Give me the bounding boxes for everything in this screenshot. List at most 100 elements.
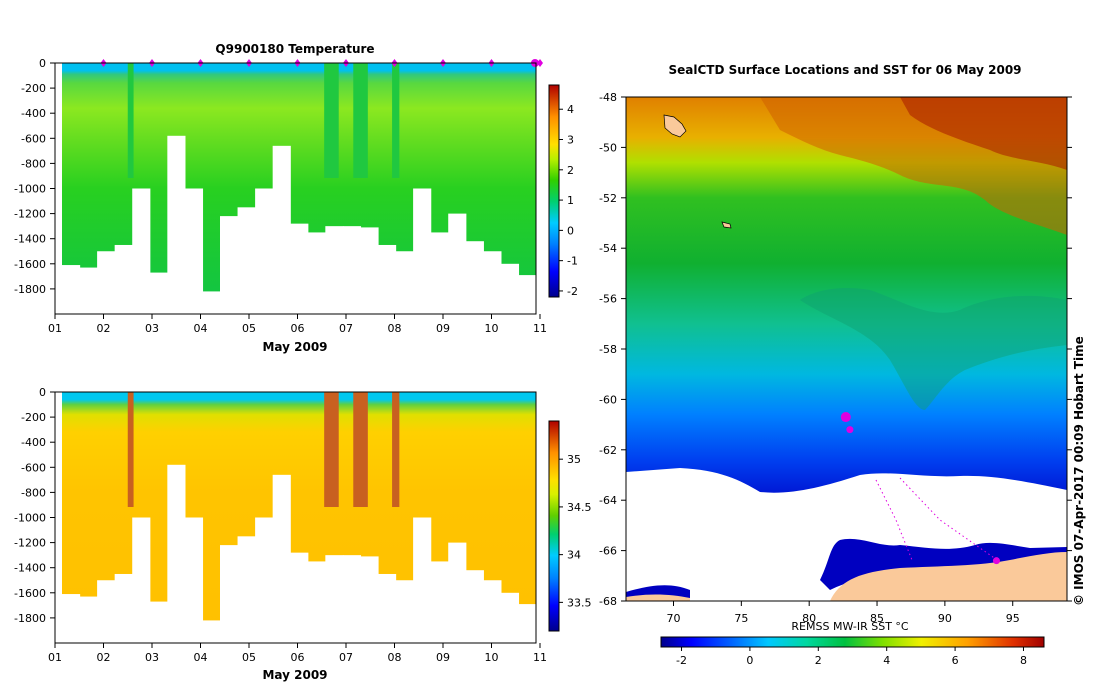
- salinity-xtick-label: 05: [242, 651, 256, 664]
- temperature-profile-gap: [62, 265, 81, 314]
- salinity-xlabel: May 2009: [262, 668, 327, 682]
- temperature-profile-gap: [202, 291, 221, 314]
- temperature-profile-gap: [79, 267, 98, 314]
- temperature-title: Q9900180 Temperature: [215, 42, 374, 56]
- temperature-profile-gap: [342, 226, 362, 314]
- map-xtick-label: 70: [666, 612, 680, 625]
- salinity-profile-gap: [465, 570, 484, 643]
- salinity-ytick-label: -600: [21, 461, 46, 474]
- hot-water-core: [900, 97, 1067, 170]
- salinity-xtick-label: 10: [485, 651, 499, 664]
- salinity-notch: [127, 392, 134, 507]
- temperature-xtick-label: 06: [291, 322, 305, 335]
- sst-cb-label: 0: [746, 654, 753, 667]
- temperature-xtick-label: 10: [485, 322, 499, 335]
- salinity-colorbar: [548, 420, 560, 632]
- temperature-xtick-label: 02: [97, 322, 111, 335]
- salinity-ytick-label: -1800: [14, 612, 46, 625]
- temperature-profile-gap: [220, 216, 239, 314]
- salinity-xtick-label: 07: [339, 651, 353, 664]
- sst-map-y-ticks: -48 -50 -52 -54 -56 -58 -60 -62 -64 -66 -68: [599, 91, 1072, 608]
- temperature-cb-label: -2: [567, 285, 578, 298]
- seal-track-east: [899, 477, 1001, 563]
- temperature-profile-gap: [413, 188, 432, 314]
- salinity-xtick-label: 03: [145, 651, 159, 664]
- salinity-xtick-label: 08: [388, 651, 402, 664]
- salinity-profile-gap: [307, 561, 326, 643]
- salinity-profile-gap: [448, 542, 467, 643]
- temperature-profile-gap: [290, 223, 309, 314]
- salinity-profile-gap: [255, 517, 274, 643]
- map-ytick-label: -52: [599, 192, 617, 205]
- profile-marker: [537, 59, 543, 67]
- temperature-profile-gap: [430, 232, 449, 314]
- salinity-profile-gap: [202, 620, 221, 643]
- salinity-profile-gap: [272, 474, 291, 643]
- temperature-xtick-label: 11: [533, 322, 547, 335]
- salinity-ytick-label: -800: [21, 486, 46, 499]
- island-heard: [721, 221, 732, 229]
- temperature-profile-gap: [255, 188, 274, 314]
- sst-cb-label: 6: [952, 654, 959, 667]
- temperature-ytick-label: 0: [39, 57, 46, 70]
- salinity-notches: [127, 392, 400, 507]
- salinity-panel: 0 -200 -400 -600 -800 -1000 -1200 -1400 -1600 -18…: [14, 386, 591, 682]
- salinity-notch: [392, 392, 400, 507]
- salinity-colorbar-ticks: 35 34.5 34 33.5: [559, 453, 592, 609]
- map-ytick-label: -54: [599, 242, 617, 255]
- sst-colorbar-ticks: -2 0 2 4 6 8: [676, 647, 1027, 667]
- salinity-profile-gap: [237, 536, 256, 643]
- antarctic-landmass-west: [626, 594, 690, 601]
- salinity-ytick-label: -1000: [14, 512, 46, 525]
- salinity-ytick-label: 0: [39, 386, 46, 399]
- temperature-notch: [324, 63, 339, 178]
- temperature-profile-gap: [378, 244, 397, 314]
- map-xtick-label: 90: [938, 612, 952, 625]
- temperature-ytick-label: -800: [21, 157, 46, 170]
- temperature-profile-gap: [360, 227, 379, 314]
- temperature-xtick-label: 03: [145, 322, 159, 335]
- salinity-profile-gap: [114, 573, 133, 643]
- salinity-xtick-label: 09: [436, 651, 450, 664]
- temperature-xtick-label: 09: [436, 322, 450, 335]
- map-ytick-label: -68: [599, 595, 617, 608]
- salinity-field: [62, 392, 536, 643]
- salinity-xtick-label: 01: [48, 651, 62, 664]
- temperature-cb-label: 4: [567, 103, 574, 116]
- map-ytick-label: -50: [599, 141, 617, 154]
- temperature-cb-label: 1: [567, 194, 574, 207]
- temperature-xlabel: May 2009: [262, 340, 327, 354]
- temperature-ytick-label: -1600: [14, 258, 46, 271]
- map-ytick-label: -66: [599, 545, 617, 558]
- temperature-cb-label: 2: [567, 164, 574, 177]
- temperature-ytick-label: -1000: [14, 183, 46, 196]
- map-xtick-label: 85: [870, 612, 884, 625]
- salinity-cb-label: 33.5: [567, 596, 592, 609]
- temperature-profile-gap: [500, 263, 520, 314]
- temperature-profile-gap: [114, 244, 133, 314]
- temperature-profile-gap: [184, 188, 204, 314]
- temperature-ytick-label: -600: [21, 132, 46, 145]
- seal-location-marker: [846, 426, 854, 434]
- salinity-profile-gap: [378, 573, 397, 643]
- temperature-cb-label: -1: [567, 255, 578, 268]
- sst-cb-label: 4: [883, 654, 890, 667]
- salinity-y-ticks: 0 -200 -400 -600 -800 -1000 -1200 -1400 -1600 -18…: [14, 386, 55, 625]
- salinity-cb-label: 34: [567, 549, 581, 562]
- salinity-profile-gap: [62, 594, 81, 643]
- salinity-notch: [324, 392, 339, 507]
- map-xtick-label: 80: [802, 612, 816, 625]
- antarctic-landmass: [830, 552, 1067, 601]
- temperature-profile-gap: [518, 275, 536, 314]
- salinity-xtick-label: 02: [97, 651, 111, 664]
- temperature-ytick-label: -1800: [14, 283, 46, 296]
- temperature-field: [62, 63, 536, 314]
- temperature-profile-gap: [465, 241, 484, 314]
- temperature-notches: [127, 63, 400, 178]
- salinity-ytick-label: -1400: [14, 562, 46, 575]
- temperature-xtick-label: 05: [242, 322, 256, 335]
- temperature-ytick-label: -400: [21, 107, 46, 120]
- salinity-profile-gap: [79, 596, 98, 643]
- coastal-water: [820, 538, 1067, 590]
- seal-track: [875, 479, 913, 561]
